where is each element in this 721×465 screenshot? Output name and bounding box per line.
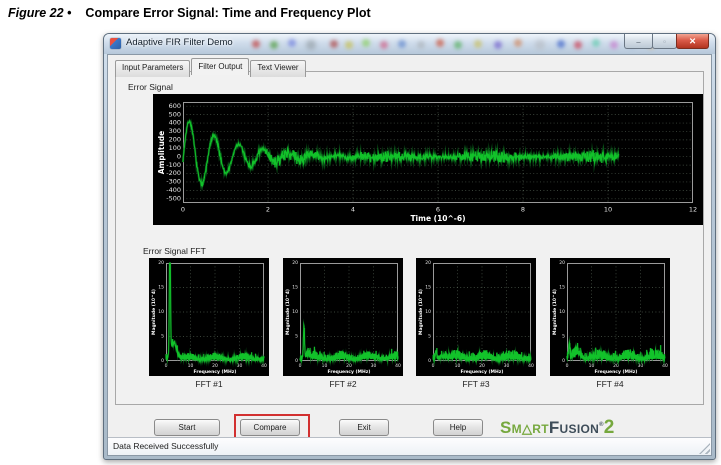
- start-button[interactable]: Start: [154, 419, 220, 436]
- logo-fusion: Fusion: [548, 418, 600, 437]
- fft4-panel: [550, 258, 670, 376]
- fft3-plot: [416, 258, 536, 376]
- filter-output-tabpage: Error Signal Error Signal FFT FFT #: [115, 71, 704, 405]
- error-signal-label: Error Signal: [128, 82, 173, 92]
- fft2-caption: FFT #2: [329, 379, 357, 389]
- status-bar: Data Received Successfully: [108, 437, 711, 455]
- fft1-plot: [149, 258, 269, 376]
- app-window: Adaptive FIR Filter Demo – ▫ ✕ Input Par…: [103, 33, 716, 460]
- minimize-button[interactable]: –: [624, 34, 653, 49]
- fft3-panel: [416, 258, 536, 376]
- window-controls: – ▫ ✕: [624, 34, 709, 49]
- figure-caption: Figure 22 • Compare Error Signal: Time a…: [8, 6, 371, 20]
- help-button[interactable]: Help: [433, 419, 483, 436]
- fft1-caption: FFT #1: [195, 379, 223, 389]
- logo-triangle-icon: △: [521, 421, 533, 436]
- tab-input-parameters[interactable]: Input Parameters: [115, 60, 191, 77]
- exit-button[interactable]: Exit: [339, 419, 389, 436]
- figure-label: Figure 22 •: [8, 6, 72, 20]
- error-signal-plot-panel: [153, 94, 703, 225]
- fft3-caption: FFT #3: [462, 379, 490, 389]
- status-text: Data Received Successfully: [113, 441, 219, 451]
- fft2-panel: [283, 258, 403, 376]
- resize-grip-icon[interactable]: [699, 443, 710, 454]
- app-icon[interactable]: [110, 38, 121, 49]
- logo-two: 2: [603, 417, 615, 438]
- figure-title: Compare Error Signal: Time and Frequency…: [85, 6, 371, 20]
- fft4-plot: [550, 258, 670, 376]
- logo-registered-icon: ®: [599, 422, 604, 428]
- titlebar[interactable]: Adaptive FIR Filter Demo – ▫ ✕: [104, 34, 715, 54]
- error-signal-fft-label: Error Signal FFT: [143, 246, 206, 256]
- compare-button[interactable]: Compare: [240, 419, 300, 436]
- smartfusion-logo: Sm△rtFusion®2: [500, 416, 615, 438]
- maximize-button[interactable]: ▫: [652, 34, 677, 49]
- fft4-caption: FFT #4: [596, 379, 624, 389]
- close-button[interactable]: ✕: [676, 34, 709, 49]
- tab-filter-output[interactable]: Filter Output: [191, 58, 250, 75]
- logo-rt: rt: [532, 418, 549, 437]
- fft2-plot: [283, 258, 403, 376]
- fft1-panel: [149, 258, 269, 376]
- logo-sm: Sm: [500, 418, 522, 437]
- error-signal-plot: [153, 94, 703, 225]
- tab-bar: Input Parameters Filter Output Text View…: [115, 58, 307, 77]
- titlebar-glass-reflections: [104, 42, 108, 46]
- client-area: Input Parameters Filter Output Text View…: [107, 54, 712, 456]
- tab-text-viewer[interactable]: Text Viewer: [250, 60, 306, 77]
- window-title: Adaptive FIR Filter Demo: [126, 37, 233, 48]
